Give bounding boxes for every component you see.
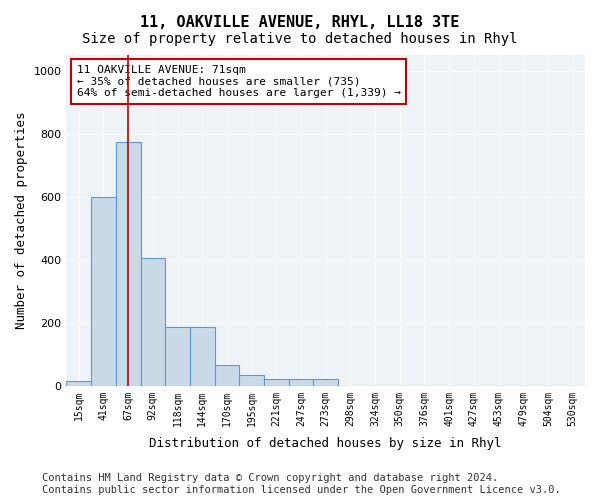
- Bar: [313, 380, 338, 386]
- Bar: [140, 258, 165, 386]
- Text: 11, OAKVILLE AVENUE, RHYL, LL18 3TE: 11, OAKVILLE AVENUE, RHYL, LL18 3TE: [140, 15, 460, 30]
- Bar: [91, 197, 116, 386]
- Bar: [289, 380, 313, 386]
- Y-axis label: Number of detached properties: Number of detached properties: [15, 112, 28, 329]
- Bar: [190, 328, 215, 386]
- Text: 11 OAKVILLE AVENUE: 71sqm
← 35% of detached houses are smaller (735)
64% of semi: 11 OAKVILLE AVENUE: 71sqm ← 35% of detac…: [77, 65, 401, 98]
- Text: Contains HM Land Registry data © Crown copyright and database right 2024.
Contai: Contains HM Land Registry data © Crown c…: [42, 474, 561, 495]
- Bar: [264, 380, 289, 386]
- Text: Size of property relative to detached houses in Rhyl: Size of property relative to detached ho…: [82, 32, 518, 46]
- X-axis label: Distribution of detached houses by size in Rhyl: Distribution of detached houses by size …: [149, 437, 502, 450]
- Bar: [239, 375, 264, 386]
- Bar: [67, 381, 91, 386]
- Bar: [116, 142, 140, 386]
- Bar: [165, 328, 190, 386]
- Bar: [215, 366, 239, 386]
